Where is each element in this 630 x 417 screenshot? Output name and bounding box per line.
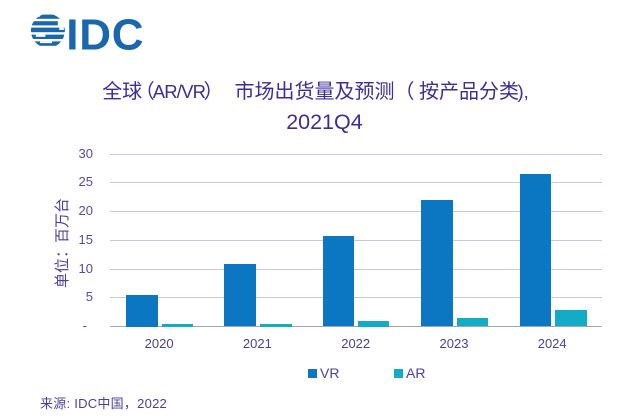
svg-text:IDC: IDC bbox=[66, 13, 144, 53]
